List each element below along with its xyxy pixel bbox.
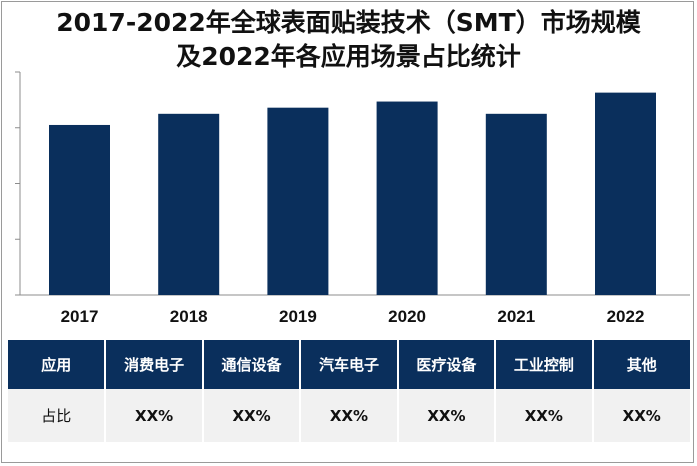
bar-2017 (49, 124, 110, 296)
table-row: 占比 XX% XX% XX% XX% XX% XX% (8, 389, 690, 442)
chart-title-line2: 及2022年各应用场景占比统计 (176, 42, 521, 71)
x-tick-label: 2022 (607, 307, 645, 326)
table-header-row: 应用 消费电子 通信设备 汽车电子 医疗设备 工业控制 其他 (8, 340, 690, 389)
x-tick-label: 2019 (279, 307, 317, 326)
header-consumer-electronics: 消费电子 (104, 340, 203, 389)
share-medical-equipment: XX% (396, 389, 496, 442)
header-automotive-electronics: 汽车电子 (299, 340, 398, 389)
header-medical-equipment: 医疗设备 (396, 340, 496, 389)
header-other: 其他 (591, 340, 690, 389)
chart-title-line1: 2017-2022年全球表面贴装技术（SMT）市场规模 (56, 8, 641, 37)
bar-chart: 2017 2018 2019 2020 2021 2022 (15, 71, 690, 326)
bar-2022 (595, 92, 656, 295)
x-tick-label: 2017 (61, 307, 99, 326)
x-tick-label: 2018 (170, 307, 208, 326)
bar-2021 (485, 113, 547, 295)
x-tick-label: 2020 (388, 307, 426, 326)
header-industrial-control: 工业控制 (494, 340, 593, 389)
share-other: XX% (591, 389, 690, 442)
chart-title: 2017-2022年全球表面贴装技术（SMT）市场规模 及2022年各应用场景占… (0, 6, 697, 74)
bar-2020 (376, 101, 438, 295)
share-industrial-control: XX% (494, 389, 593, 442)
x-tick-label: 2021 (497, 307, 535, 326)
header-communication-equipment: 通信设备 (201, 340, 301, 389)
share-communication-equipment: XX% (201, 389, 301, 442)
share-consumer-electronics: XX% (104, 389, 203, 442)
bar-2018 (158, 113, 220, 295)
header-application: 应用 (8, 340, 106, 389)
application-share-table: 应用 消费电子 通信设备 汽车电子 医疗设备 工业控制 其他 占比 XX% XX… (8, 340, 690, 442)
bar-2019 (267, 107, 329, 296)
share-automotive-electronics: XX% (299, 389, 398, 442)
row-label-share: 占比 (8, 389, 106, 442)
